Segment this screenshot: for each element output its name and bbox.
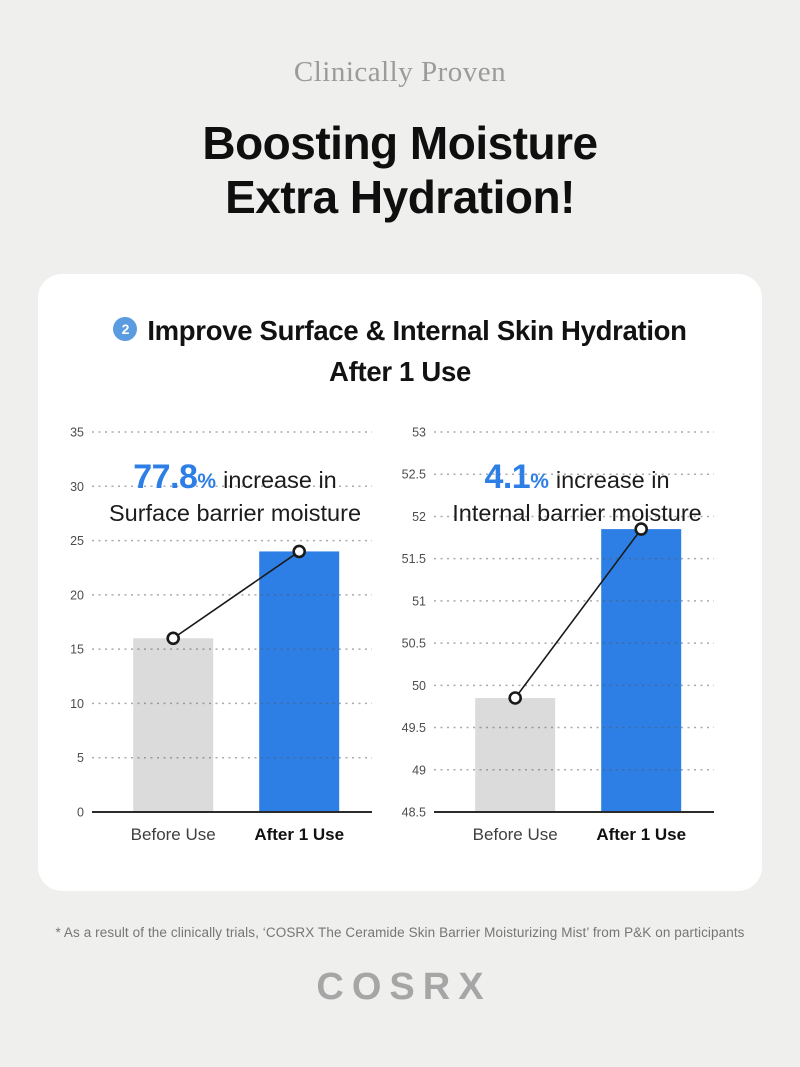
- internal-increase-value: 4.1: [484, 458, 531, 497]
- y-tick-label: 53: [412, 426, 426, 440]
- y-tick-label: 20: [70, 588, 84, 602]
- y-tick-label: 0: [77, 806, 84, 820]
- y-tick-label: 49.5: [402, 721, 426, 735]
- bar-before: [475, 698, 556, 813]
- eyebrow-text: Clinically Proven: [293, 56, 507, 88]
- connector-line: [172, 550, 300, 640]
- clinical-trial-footnote: * As a result of the clinically trials, …: [55, 924, 745, 940]
- internal-hydration-plot: 48.5 49 49.5 50 50.5 51 51.5 52 52.5 53 Before Use…: [402, 426, 714, 844]
- y-tick-label: 15: [70, 643, 84, 657]
- card-title: 2 Improve Surface & Internal Skin Hydrati…: [38, 310, 762, 393]
- number-badge: 2: [113, 317, 138, 342]
- surface-increase-text: increase in: [223, 467, 337, 494]
- page-title: Boosting Moisture Extra Hydration!: [0, 117, 800, 225]
- internal-increase-text: increase in: [555, 467, 670, 494]
- card-title-line1: 2 Improve Surface & Internal Skin Hydrati…: [38, 310, 762, 351]
- surface-increase-value: 77.8: [133, 458, 198, 497]
- percent-sign: %: [197, 470, 217, 494]
- data-point-marker: [292, 544, 306, 559]
- y-tick-label: 52: [412, 510, 426, 524]
- y-tick-label: 35: [70, 426, 84, 440]
- page-title-line1: Boosting Moisture: [202, 117, 598, 169]
- category-label: After 1 Use: [254, 825, 344, 844]
- connector-line: [514, 528, 642, 699]
- page-title-line2: Extra Hydration!: [225, 170, 575, 223]
- data-point-marker: [166, 631, 180, 646]
- surface-annotation-line2: Surface barrier moisture: [108, 500, 362, 527]
- surface-hydration-plot: 0 5 10 15 20 25 30 35 Before Use After 1 Use: [70, 426, 372, 844]
- card-title-text1: Improve Surface & Internal Skin Hydratio…: [147, 314, 687, 346]
- internal-hydration-chart: 48.5 49 49.5 50 50.5 51 51.5 52 52.5 53 Before Use…: [398, 420, 720, 856]
- bar-after: [601, 529, 682, 813]
- surface-chart-annotation: 77.8% increase in Surface barrier moistur…: [92, 458, 378, 527]
- y-tick-label: 30: [70, 480, 84, 494]
- y-tick-label: 52.5: [402, 468, 426, 482]
- y-tick-label: 48.5: [402, 806, 426, 820]
- y-tick-label: 51: [412, 595, 426, 609]
- y-tick-label: 10: [70, 697, 84, 711]
- y-tick-label: 50.5: [402, 637, 426, 651]
- category-label: After 1 Use: [596, 825, 686, 844]
- results-card: 2 Improve Surface & Internal Skin Hydrati…: [38, 273, 762, 891]
- y-tick-label: 50: [412, 679, 426, 693]
- data-point-marker: [634, 522, 648, 537]
- data-point-marker: [508, 691, 522, 705]
- card-title-text2: After 1 Use: [329, 355, 471, 387]
- internal-chart-annotation: 4.1% increase in Internal barrier moistur…: [434, 458, 720, 527]
- bar-before: [133, 638, 214, 813]
- y-tick-label: 49: [412, 763, 426, 777]
- category-label: Before Use: [473, 825, 558, 844]
- page-header: Clinically Proven Boosting Moisture Extr…: [0, 0, 800, 225]
- category-label: Before Use: [131, 825, 216, 844]
- internal-annotation-line2: Internal barrier moisture: [452, 500, 702, 527]
- surface-hydration-chart: 0 5 10 15 20 25 30 35 Before Use After 1 Use 77.8…: [56, 420, 378, 856]
- y-tick-label: 5: [77, 751, 84, 765]
- y-tick-label: 51.5: [402, 552, 426, 566]
- percent-sign: %: [530, 470, 549, 494]
- charts-row: 0 5 10 15 20 25 30 35 Before Use After 1 Use 77.8…: [38, 420, 762, 856]
- y-tick-label: 25: [70, 534, 84, 548]
- bar-after: [259, 551, 340, 813]
- cosrx-logo: COSRX: [316, 965, 492, 1008]
